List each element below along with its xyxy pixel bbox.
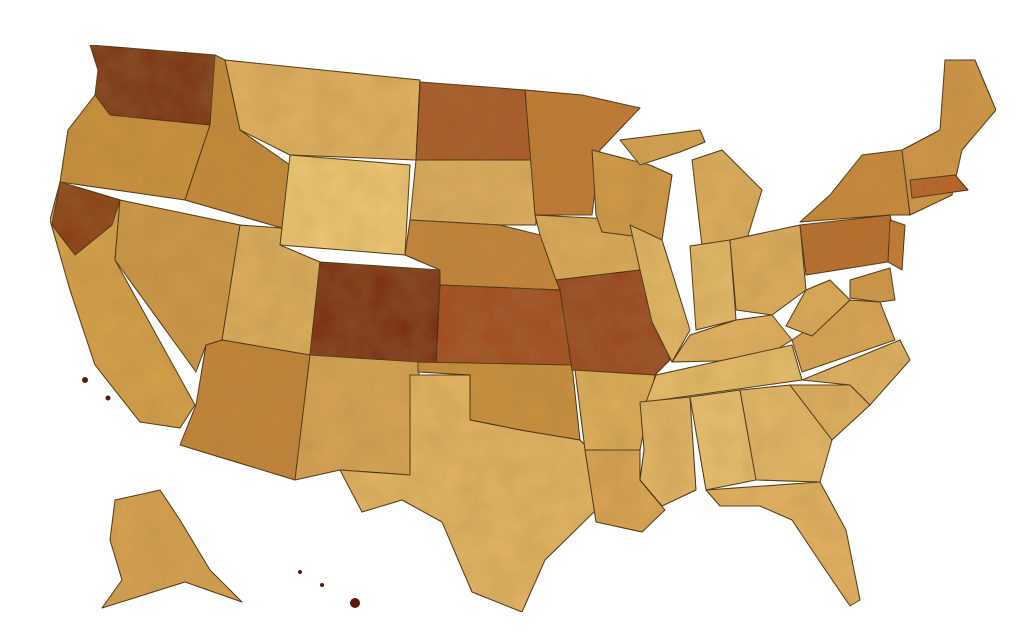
georgia xyxy=(739,384,833,483)
kansas xyxy=(435,284,573,366)
new-mexico xyxy=(294,354,421,481)
channel-island xyxy=(105,395,111,401)
louisiana xyxy=(584,449,666,533)
hawaii-island xyxy=(350,598,360,608)
channel-island xyxy=(82,377,88,383)
florida xyxy=(705,481,861,607)
michigan-upper xyxy=(619,129,706,166)
north-carolina xyxy=(801,339,911,406)
north-dakota xyxy=(415,81,536,161)
mississippi xyxy=(639,396,697,507)
montana xyxy=(224,59,421,161)
south-dakota xyxy=(409,159,537,226)
hawaii-island xyxy=(320,583,324,587)
states xyxy=(49,44,997,613)
islands xyxy=(82,377,360,608)
massachusetts xyxy=(909,174,969,199)
michigan xyxy=(691,149,763,247)
hawaii-island xyxy=(298,570,302,574)
maryland-delaware xyxy=(849,267,896,303)
new-england xyxy=(901,59,997,216)
new-jersey xyxy=(887,219,906,271)
pennsylvania xyxy=(799,214,901,276)
colorado xyxy=(309,261,441,366)
new-york xyxy=(799,149,911,223)
california-coast xyxy=(51,181,121,256)
alaska xyxy=(101,489,243,609)
wyoming xyxy=(279,154,411,256)
indiana xyxy=(689,239,737,331)
texas xyxy=(339,374,597,613)
ohio xyxy=(729,224,807,316)
west-virginia xyxy=(785,279,851,337)
